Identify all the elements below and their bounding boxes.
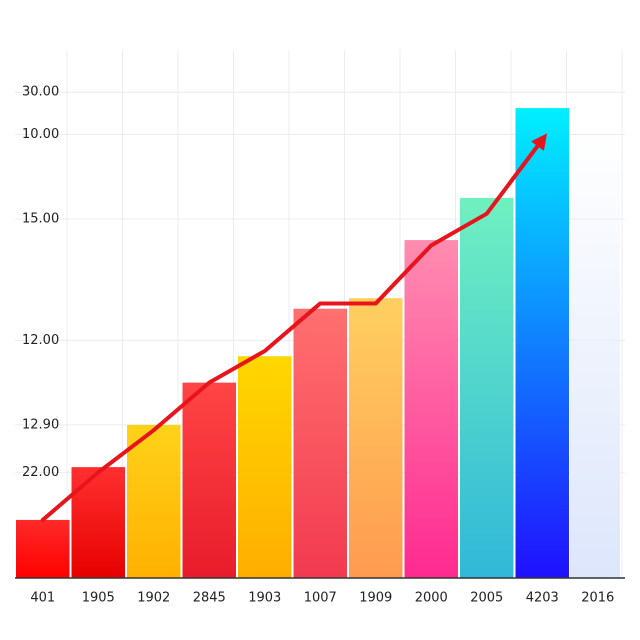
bar bbox=[515, 108, 569, 578]
x-tick-label: 1905 bbox=[82, 591, 115, 606]
x-tick-label: 2000 bbox=[415, 591, 448, 606]
x-tick-label: 4203 bbox=[526, 591, 559, 606]
y-tick-label: 30.00 bbox=[22, 85, 59, 100]
bar bbox=[16, 519, 70, 578]
x-tick-label: 1007 bbox=[304, 591, 337, 606]
bar bbox=[460, 197, 514, 578]
x-tick-label: 2845 bbox=[193, 591, 226, 606]
background-panel bbox=[570, 130, 620, 578]
bar bbox=[71, 467, 125, 578]
bar bbox=[127, 424, 181, 578]
bar bbox=[293, 308, 347, 578]
x-tick-label: 1909 bbox=[359, 591, 392, 606]
x-tick-label: 1903 bbox=[248, 591, 281, 606]
x-tick-label: 2005 bbox=[470, 591, 503, 606]
y-tick-label: 22.00 bbox=[22, 465, 59, 480]
y-tick-label: 15.00 bbox=[22, 211, 59, 226]
bar bbox=[182, 382, 236, 578]
bar bbox=[404, 240, 458, 578]
y-tick-label: 10.00 bbox=[22, 127, 59, 142]
trend-line bbox=[40, 133, 548, 522]
y-tick-label: 12.90 bbox=[22, 417, 59, 432]
x-tick-label: 2016 bbox=[581, 591, 614, 606]
bar bbox=[349, 298, 403, 578]
x-tick-label: 1902 bbox=[137, 591, 170, 606]
y-tick-label: 12.00 bbox=[22, 333, 59, 348]
bar bbox=[238, 356, 292, 578]
x-tick-label: 401 bbox=[30, 591, 55, 606]
